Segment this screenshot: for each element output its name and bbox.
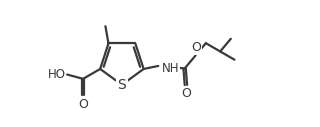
Text: HO: HO [48,68,66,81]
Text: NH: NH [162,62,180,75]
Text: S: S [117,78,126,92]
Text: O: O [192,41,202,54]
Text: O: O [78,98,88,110]
Text: O: O [181,87,191,100]
